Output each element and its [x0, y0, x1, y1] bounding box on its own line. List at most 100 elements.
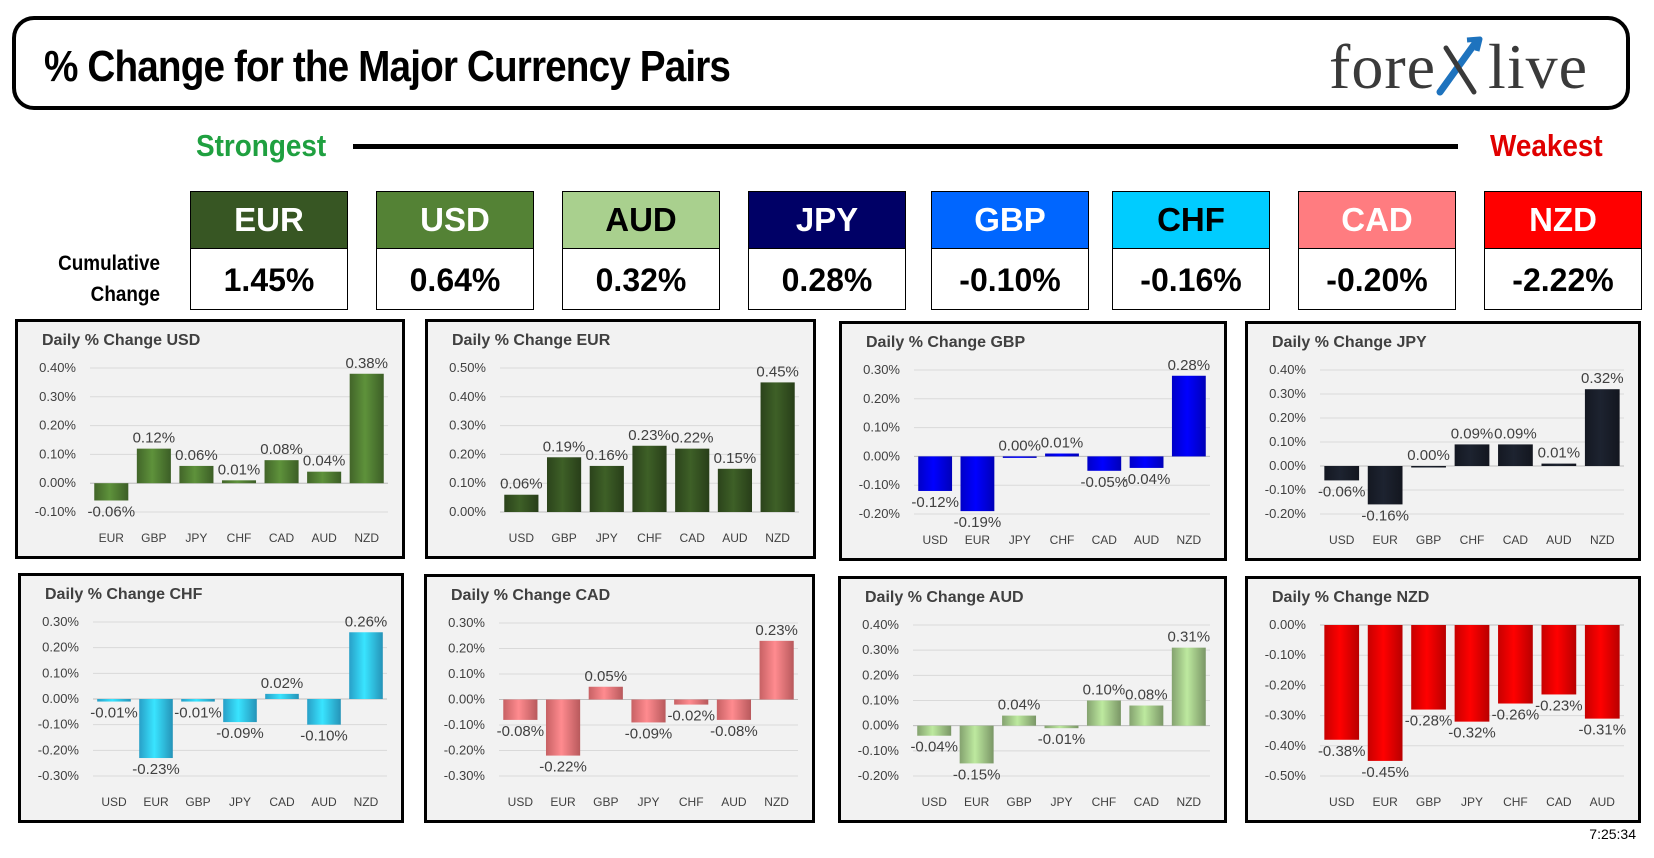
- y-tick-label: -0.10%: [858, 743, 900, 758]
- data-label: -0.23%: [1535, 697, 1583, 714]
- x-tick-label: CHF: [1460, 533, 1485, 547]
- data-label: 0.01%: [218, 461, 261, 478]
- x-tick-label: GBP: [1416, 533, 1441, 547]
- x-tick-label: CAD: [1092, 533, 1118, 547]
- y-tick-label: -0.20%: [38, 742, 80, 757]
- y-tick-label: 0.40%: [39, 360, 76, 375]
- x-tick-label: USD: [1329, 533, 1355, 547]
- y-tick-label: -0.30%: [38, 768, 80, 783]
- bar-jpy: [179, 465, 214, 484]
- x-tick-label: CHF: [1050, 533, 1075, 547]
- logo-text-left: fore: [1329, 31, 1437, 102]
- data-label: 0.08%: [260, 441, 303, 458]
- x-tick-label: NZD: [1177, 533, 1202, 547]
- x-tick-label: CAD: [680, 531, 706, 545]
- y-tick-label: 0.40%: [449, 389, 486, 404]
- data-label: 0.19%: [543, 438, 586, 455]
- x-tick-label: NZD: [354, 531, 379, 545]
- y-tick-label: 0.20%: [1269, 410, 1306, 425]
- x-tick-label: JPY: [1461, 795, 1483, 809]
- x-tick-label: EUR: [143, 795, 169, 809]
- bar-chart: -0.30% -0.20% -0.10% 0.00% 0.10% 0.20% 0.30% -0…: [444, 615, 798, 809]
- bar-gbp: [1411, 625, 1446, 710]
- currency-code: CHF: [1113, 192, 1269, 249]
- data-label: -0.12%: [911, 494, 959, 511]
- bar-eur: [1367, 466, 1403, 505]
- cumulative-change-label: Cumulative Change: [58, 252, 160, 306]
- data-label: 0.15%: [714, 450, 757, 467]
- bar-usd: [1324, 625, 1360, 740]
- currency-code: USD: [377, 192, 533, 249]
- data-label: -0.04%: [910, 739, 958, 756]
- data-label: -0.09%: [216, 725, 264, 742]
- y-tick-label: 0.40%: [862, 617, 899, 632]
- x-tick-label: NZD: [765, 531, 790, 545]
- chart-title: Daily % Change GBP: [866, 334, 1026, 351]
- bar-aud: [307, 699, 341, 725]
- x-tick-label: EUR: [965, 533, 991, 547]
- currency-card-usd: USD 0.64%: [376, 191, 534, 310]
- bar-jpy: [631, 699, 666, 723]
- logo-text-right: live: [1488, 31, 1588, 102]
- y-tick-label: -0.10%: [444, 717, 486, 732]
- chart-title: Daily % Change AUD: [865, 589, 1024, 606]
- bar-chf: [674, 699, 709, 705]
- x-tick-label: EUR: [99, 531, 125, 545]
- bar-aud: [307, 471, 342, 484]
- x-tick-label: AUD: [311, 795, 337, 809]
- bar-aud: [1541, 463, 1577, 466]
- bar-chart: 0.00% 0.10% 0.20% 0.30% 0.40% 0.50% 0.06% USD 0.…: [449, 360, 799, 545]
- bar-cad: [264, 460, 299, 484]
- data-label: 0.04%: [303, 453, 346, 470]
- data-label: 0.08%: [1125, 687, 1168, 704]
- bar-usd: [504, 494, 539, 512]
- data-label: -0.28%: [1405, 713, 1453, 730]
- header-box: % Change for the Major Currency Pairs fo…: [12, 16, 1630, 110]
- currency-code: JPY: [749, 192, 905, 249]
- x-tick-label: CAD: [1503, 533, 1529, 547]
- bar-nzd: [1171, 647, 1206, 726]
- data-label: 0.06%: [175, 447, 218, 464]
- data-label: 0.31%: [1168, 629, 1211, 646]
- x-tick-label: NZD: [764, 795, 789, 809]
- data-label: -0.31%: [1579, 722, 1627, 739]
- y-tick-label: -0.40%: [1265, 738, 1307, 753]
- data-label: 0.23%: [628, 427, 671, 444]
- currency-card-jpy: JPY 0.28%: [748, 191, 906, 310]
- cumulative-value: 0.32%: [595, 262, 687, 298]
- bar-jpy: [1454, 625, 1490, 722]
- y-tick-label: 0.20%: [863, 391, 900, 406]
- bar-jpy: [223, 699, 257, 723]
- data-label: -0.09%: [625, 725, 673, 742]
- y-tick-label: -0.10%: [1265, 647, 1307, 662]
- data-label: 0.01%: [1538, 445, 1581, 462]
- bar-chf: [1086, 700, 1121, 726]
- bar-gbp: [588, 686, 623, 700]
- bar-chf: [1454, 444, 1490, 466]
- y-tick-label: 0.00%: [448, 692, 485, 707]
- cumulative-value: -0.10%: [959, 262, 1061, 298]
- bar-gbp: [136, 448, 171, 484]
- y-tick-label: 0.10%: [863, 420, 900, 435]
- data-label: -0.26%: [1492, 707, 1540, 724]
- x-tick-label: CAD: [269, 531, 295, 545]
- bar-nzd: [759, 640, 794, 700]
- data-label: 0.00%: [998, 437, 1041, 454]
- bar-chf: [1498, 625, 1533, 704]
- y-tick-label: 0.20%: [449, 446, 486, 461]
- x-tick-label: USD: [101, 795, 127, 809]
- x-tick-label: JPY: [1050, 795, 1072, 809]
- y-tick-label: -0.20%: [444, 743, 486, 758]
- bar-jpy: [589, 465, 624, 512]
- bar-aud: [1584, 625, 1620, 719]
- x-tick-label: JPY: [185, 531, 207, 545]
- y-tick-label: 0.00%: [863, 448, 900, 463]
- data-label: -0.08%: [710, 723, 758, 740]
- x-tick-label: JPY: [1009, 533, 1031, 547]
- data-label: -0.01%: [1038, 731, 1086, 748]
- bar-usd: [97, 699, 131, 702]
- currency-code: EUR: [191, 192, 347, 249]
- data-label: 0.22%: [671, 430, 714, 447]
- y-tick-label: -0.10%: [1265, 482, 1307, 497]
- bar-aud: [1129, 456, 1164, 468]
